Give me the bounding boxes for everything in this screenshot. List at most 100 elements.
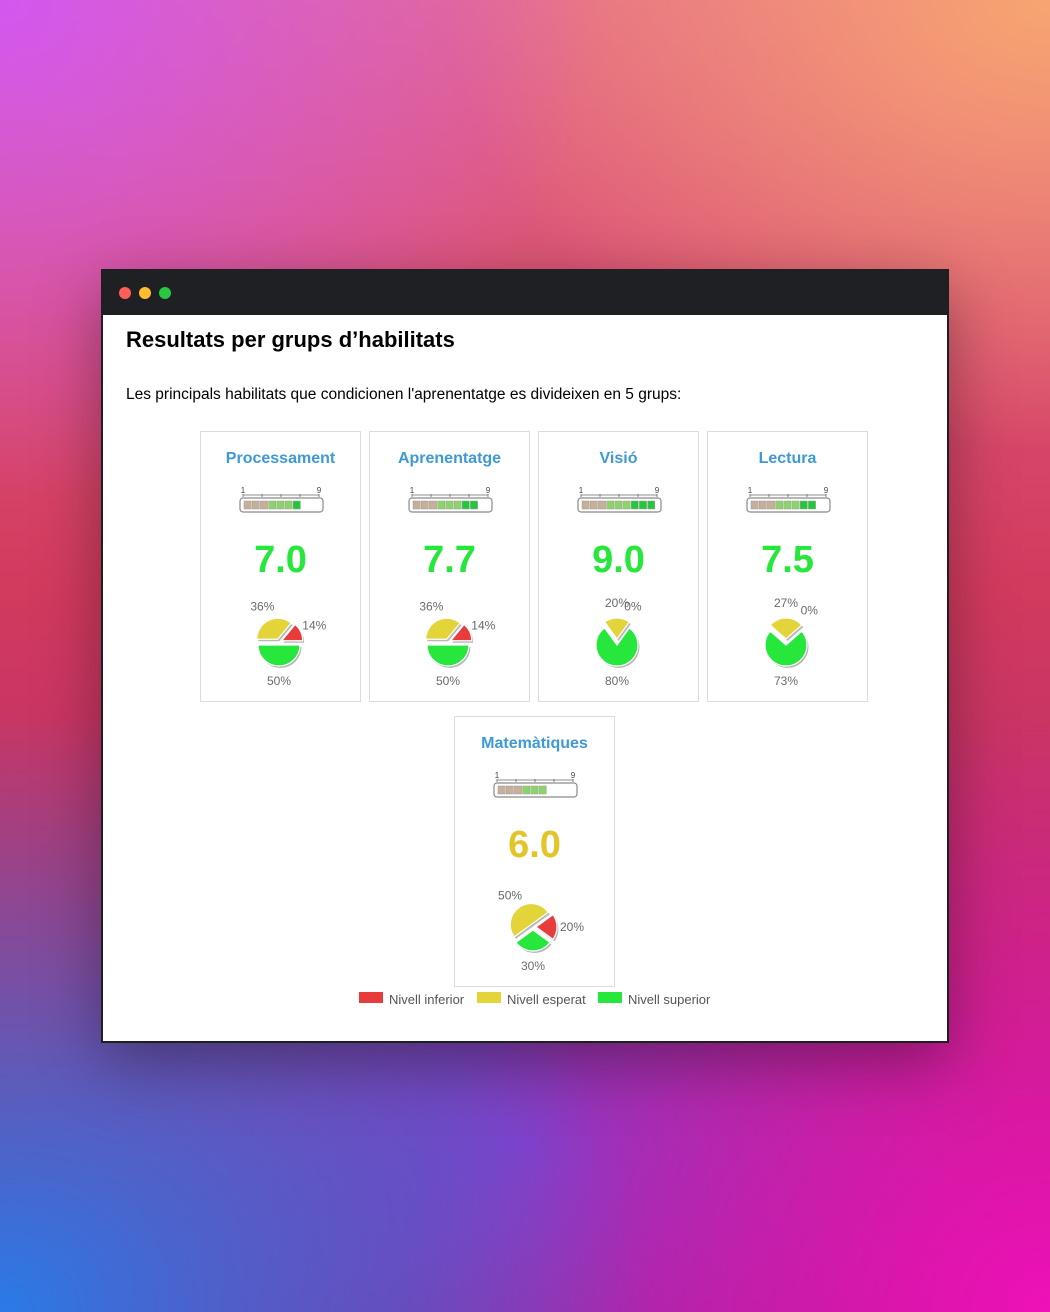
score-value: 7.7 — [423, 539, 476, 581]
distribution-pie-chart: 80% 20%0% — [595, 596, 642, 688]
maximize-window-button[interactable] — [159, 287, 171, 299]
pie-label-superior: 50% — [436, 674, 460, 688]
score-value: 9.0 — [592, 539, 645, 581]
card-title: Processament — [225, 450, 336, 467]
scale-segment — [445, 500, 454, 510]
pie-label-superior: 80% — [605, 674, 629, 688]
pie-label-inferior: 14% — [471, 618, 495, 632]
pie-label-esperat: 36% — [250, 600, 274, 614]
scale-segment — [461, 500, 470, 510]
scale-segment — [538, 785, 547, 795]
card-title: Lectura — [758, 450, 817, 467]
distribution-pie-chart: 50% 36% 14% — [419, 600, 495, 688]
scale-min-label: 1 — [579, 486, 584, 495]
scale-max-label: 9 — [571, 771, 576, 780]
pie-slice-esperat — [769, 617, 803, 640]
pie-slice-superior — [764, 630, 808, 667]
pie-label-superior: 30% — [521, 959, 545, 973]
scale-segment — [284, 500, 293, 510]
pie-slice-superior — [257, 644, 301, 667]
pie-slice-superior — [595, 627, 639, 667]
intro-text: Les principals habilitats que condicione… — [126, 386, 682, 403]
card-title: Visió — [599, 450, 638, 467]
scale-segment — [808, 500, 816, 510]
distribution-pie-chart: 50% 36% 14% — [250, 600, 326, 688]
pie-slice-esperat — [256, 617, 292, 640]
legend-label: Nivell esperat — [507, 992, 586, 1007]
scale-segment — [758, 500, 767, 510]
pie-label-esperat: 36% — [419, 600, 443, 614]
scale-segment — [260, 500, 268, 510]
scale-segment — [309, 500, 318, 510]
scale-segment — [630, 500, 639, 510]
scale-segment — [276, 500, 285, 510]
minimize-window-button[interactable] — [139, 287, 151, 299]
distribution-pie-chart: 30% 50% 20% — [498, 888, 584, 973]
scale-segment — [292, 500, 301, 510]
scale-segment — [530, 785, 539, 795]
scale-segment — [750, 500, 759, 510]
pie-label-inferior: 20% — [560, 920, 584, 934]
scale-segment — [522, 785, 531, 795]
page-title: Resultats per grups d’habilitats — [126, 327, 455, 352]
browser-window: Resultats per grups d’habilitats Les pri… — [101, 269, 949, 1043]
scale-segment — [420, 500, 429, 510]
legend-swatch-yellow — [477, 992, 501, 1003]
pie-slice-superior — [426, 644, 470, 667]
scale-segment — [243, 500, 252, 510]
pie-label-esperat: 50% — [498, 888, 522, 902]
card-title: Matemàtiques — [481, 735, 588, 752]
scale-segment — [429, 500, 437, 510]
scale-segment — [767, 500, 775, 510]
scale-segment — [614, 500, 623, 510]
scale-segment — [816, 500, 825, 510]
pie-label-inferior: 14% — [302, 618, 326, 632]
scale-max-label: 9 — [824, 486, 829, 495]
pie-label-inferior: 0% — [624, 599, 642, 613]
scale-segment — [470, 500, 478, 510]
score-value: 7.0 — [254, 539, 307, 581]
scale-segment — [598, 500, 606, 510]
pie-slice-inferior — [534, 913, 558, 941]
score-value: 6.0 — [508, 824, 561, 866]
scale-segment — [437, 500, 446, 510]
scale-segment — [581, 500, 590, 510]
scale-segment — [301, 500, 309, 510]
scale-segment — [799, 500, 808, 510]
close-window-button[interactable] — [119, 287, 131, 299]
scale-segment — [791, 500, 800, 510]
scale-min-label: 1 — [748, 486, 753, 495]
legend-swatch-green — [598, 992, 622, 1003]
pie-slice-esperat — [509, 903, 550, 938]
pie-slice-inferior — [449, 623, 473, 642]
scale-max-label: 9 — [655, 486, 660, 495]
pie-slice-esperat — [425, 617, 461, 640]
scale-segment — [412, 500, 421, 510]
scale-max-label: 9 — [486, 486, 491, 495]
scale-segment — [497, 785, 506, 795]
scale-segment — [622, 500, 631, 510]
scale-segment — [639, 500, 647, 510]
scale-segment — [514, 785, 522, 795]
pie-label-esperat: 20% — [605, 596, 629, 610]
score-value: 7.5 — [761, 539, 814, 581]
legend-label: Nivell superior — [628, 992, 711, 1007]
scale-segment — [589, 500, 598, 510]
pie-label-inferior: 0% — [801, 604, 819, 618]
pie-slice-superior — [515, 929, 551, 952]
pie-label-esperat: 27% — [774, 596, 798, 610]
scale-max-label: 9 — [317, 486, 322, 495]
scale-min-label: 1 — [241, 486, 246, 495]
card-title: Aprenentatge — [397, 450, 502, 467]
scale-segment — [453, 500, 462, 510]
